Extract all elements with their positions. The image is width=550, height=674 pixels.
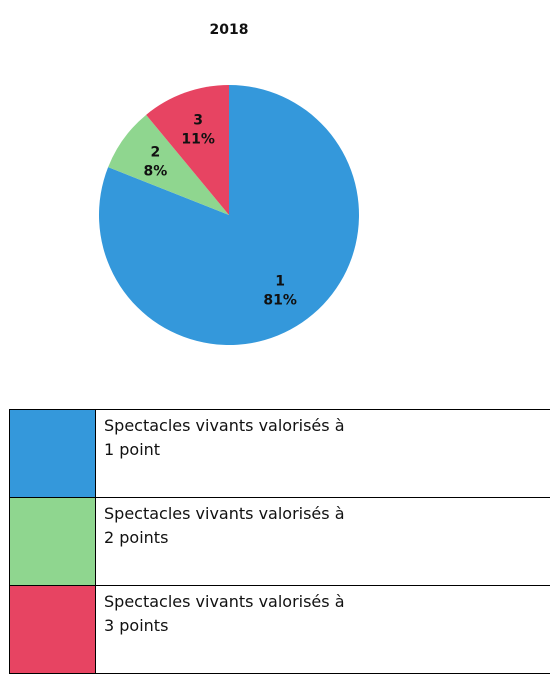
chart: 2018 1 81% 2 8% 3 11% — [0, 0, 550, 400]
legend-text: Spectacles vivants valorisés à — [104, 590, 545, 614]
legend-swatch — [10, 586, 96, 674]
page: 2018 1 81% 2 8% 3 11% Spectacles vivants valo… — [0, 0, 550, 653]
slice-category: 2 — [151, 145, 161, 161]
slice-label: 8% — [143, 164, 167, 180]
legend-text: 1 point — [104, 438, 545, 462]
slice-label: 81% — [263, 292, 297, 308]
legend-text: Spectacles vivants valorisés à — [104, 414, 545, 438]
legend-text: Spectacles vivants valorisés à — [104, 502, 545, 526]
legend-text: 3 points — [104, 614, 545, 638]
slice-category: 3 — [193, 112, 203, 128]
legend-text: 2 points — [104, 526, 545, 550]
slice-label: 11% — [181, 131, 215, 147]
chart-title: 2018 — [210, 22, 249, 38]
legend-swatch — [10, 410, 96, 498]
legend-swatch — [10, 498, 96, 586]
slice-category: 1 — [275, 273, 285, 289]
